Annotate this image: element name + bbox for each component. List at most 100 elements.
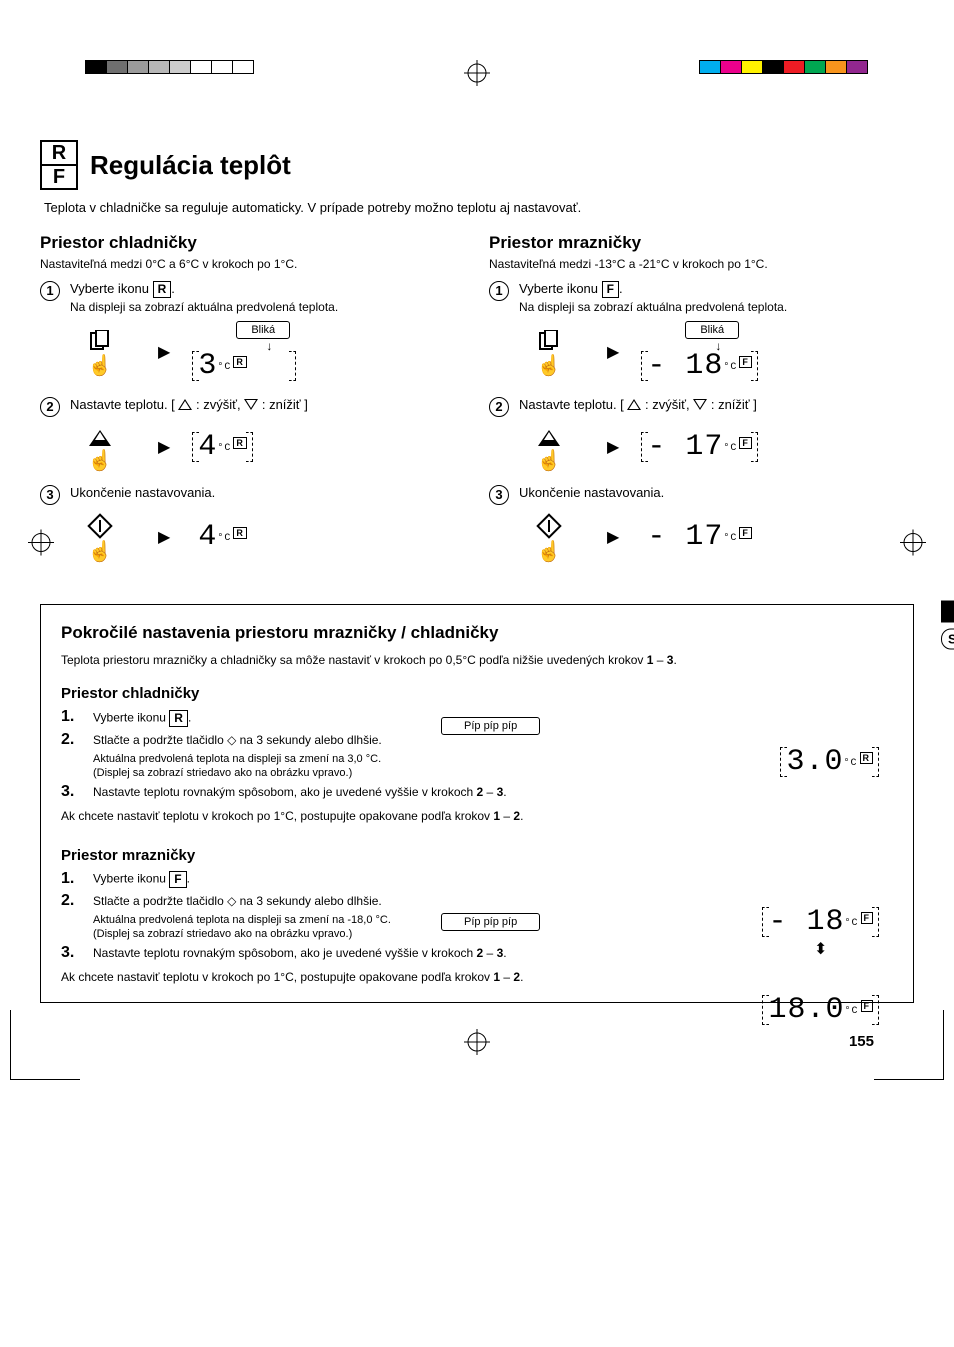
hand-press-icon: ☝ bbox=[70, 356, 130, 376]
step-subtext: Na displeji sa zobrazí aktuálna predvole… bbox=[70, 300, 465, 314]
adv-fridge-note2: (Displej sa zobrazí striedavo ako na obr… bbox=[93, 767, 893, 779]
advanced-freezer-display-2: 18.0°CF bbox=[768, 993, 873, 1027]
registration-cross-icon bbox=[900, 529, 926, 560]
triangle-up-icon bbox=[519, 423, 579, 449]
fridge-step2: Nastavte teplotu. [ : zvýšiť, : znížiť ] bbox=[70, 397, 465, 412]
hand-press-icon: ☝ bbox=[519, 356, 579, 376]
triangle-down-icon bbox=[693, 399, 707, 410]
updown-arrow-icon: ⬍ bbox=[768, 939, 873, 959]
step-number-icon: 1 bbox=[40, 281, 60, 301]
page-title: Regulácia teplôt bbox=[90, 150, 291, 181]
freezer-diagram-2: ☝ ▶ - 17°CF bbox=[519, 423, 914, 471]
freezer-step2: Nastavte teplotu. [ : zvýšiť, : znížiť ] bbox=[519, 397, 914, 412]
fridge-step3: Ukončenie nastavovania. bbox=[70, 485, 465, 500]
freezer-diagram-1: ☝ ▶ Bliká ↓ - 18°CF bbox=[519, 320, 914, 383]
step-text: . bbox=[171, 281, 175, 296]
fridge-heading: Priestor chladničky bbox=[40, 233, 465, 253]
triangle-up-icon bbox=[627, 399, 641, 410]
hand-press-icon: ☝ bbox=[70, 451, 130, 471]
blink-label: Bliká bbox=[236, 321, 290, 339]
crop-corner bbox=[874, 1010, 944, 1080]
display-value: - 17°CF bbox=[647, 430, 752, 464]
fridge-diagram-1: ☝ ▶ Bliká ↓ 3°CR bbox=[70, 320, 465, 383]
step-text: Vyberte ikonu bbox=[519, 281, 602, 296]
r-icon: R bbox=[169, 710, 188, 727]
list-number: 3. bbox=[61, 944, 83, 962]
advanced-heading: Pokročilé nastavenia priestoru mrazničky… bbox=[61, 623, 893, 643]
list-number: 1. bbox=[61, 870, 83, 888]
step-number-icon: 2 bbox=[40, 397, 60, 417]
ok-diamond-icon bbox=[519, 511, 579, 540]
registration-cross-icon bbox=[28, 529, 54, 560]
adv-fridge-step3: Nastavte teplotu rovnakým spôsobom, ako … bbox=[93, 785, 893, 799]
arrow-right-icon: ▶ bbox=[158, 342, 170, 362]
freezer-heading: Priestor mrazničky bbox=[489, 233, 914, 253]
hand-press-icon: ☝ bbox=[519, 542, 579, 562]
rf-badge: R F bbox=[40, 140, 78, 190]
step-number-icon: 3 bbox=[489, 485, 509, 505]
triangle-up-icon bbox=[178, 399, 192, 410]
language-label: SK bbox=[941, 629, 954, 650]
advanced-intro: Teplota priestoru mrazničky a chladničky… bbox=[61, 653, 893, 667]
display-value: - 18°CF bbox=[647, 349, 752, 383]
registration-cross-icon bbox=[464, 60, 490, 91]
r-icon: R bbox=[153, 281, 172, 298]
badge-f: F bbox=[42, 166, 76, 188]
arrow-right-icon: ▶ bbox=[607, 527, 619, 547]
advanced-fridge-display: 3.0°CR bbox=[786, 745, 873, 779]
step-text: . bbox=[619, 281, 623, 296]
badge-r: R bbox=[42, 142, 76, 166]
advanced-settings-box: Pokročilé nastavenia priestoru mrazničky… bbox=[40, 604, 914, 1003]
beep-label: Píp píp píp bbox=[441, 717, 540, 735]
blink-label: Bliká bbox=[685, 321, 739, 339]
select-icon bbox=[70, 327, 130, 354]
display-value: 4°CR bbox=[198, 430, 247, 464]
fridge-range: Nastaviteľná medzi 0°C a 6°C v krokoch p… bbox=[40, 257, 465, 271]
f-icon: F bbox=[169, 871, 186, 888]
section-header: R F Regulácia teplôt bbox=[40, 140, 914, 190]
arrow-right-icon: ▶ bbox=[158, 527, 170, 547]
triangle-up-icon bbox=[70, 423, 130, 449]
step-number-icon: 1 bbox=[489, 281, 509, 301]
freezer-step3: Ukončenie nastavovania. bbox=[519, 485, 914, 500]
list-number: 2. bbox=[61, 892, 83, 910]
ok-diamond-icon bbox=[70, 511, 130, 540]
advanced-freezer-display-1: - 18°CF ⬍ bbox=[768, 905, 873, 959]
triangle-down-icon bbox=[244, 399, 258, 410]
freezer-step1: Vyberte ikonu F. Na displeji sa zobrazí … bbox=[519, 281, 914, 314]
display-value: 3°CR bbox=[198, 349, 290, 383]
step-number-icon: 2 bbox=[489, 397, 509, 417]
advanced-freezer-heading: Priestor mrazničky bbox=[61, 847, 893, 864]
registration-cross-icon bbox=[464, 1029, 490, 1060]
intro-text: Teplota v chladničke sa reguluje automat… bbox=[44, 200, 914, 215]
fridge-diagram-3: ☝ ▶ 4°CR bbox=[70, 511, 465, 562]
select-icon bbox=[519, 327, 579, 354]
freezer-column: Priestor mrazničky Nastaviteľná medzi -1… bbox=[489, 233, 914, 576]
advanced-fridge-heading: Priestor chladničky bbox=[61, 685, 893, 702]
tab-marker bbox=[941, 601, 954, 623]
beep-label: Píp píp píp bbox=[441, 913, 540, 931]
language-tab: SK bbox=[941, 601, 954, 650]
step-subtext: Na displeji sa zobrazí aktuálna predvole… bbox=[519, 300, 914, 314]
step-text: Vyberte ikonu bbox=[70, 281, 153, 296]
adv-freezer-step1: Vyberte ikonu F. bbox=[93, 871, 893, 888]
display-value: 4°CR bbox=[198, 520, 247, 554]
list-number: 2. bbox=[61, 731, 83, 749]
list-number: 3. bbox=[61, 783, 83, 801]
crop-corner bbox=[10, 1010, 80, 1080]
adv-freezer-return: Ak chcete nastaviť teplotu v krokoch po … bbox=[61, 970, 893, 984]
freezer-range: Nastaviteľná medzi -13°C a -21°C v kroko… bbox=[489, 257, 914, 271]
fridge-step1: Vyberte ikonu R. Na displeji sa zobrazí … bbox=[70, 281, 465, 314]
f-icon: F bbox=[602, 281, 619, 298]
freezer-diagram-3: ☝ ▶ - 17°CF bbox=[519, 511, 914, 562]
adv-fridge-return: Ak chcete nastaviť teplotu v krokoch po … bbox=[61, 809, 893, 823]
display-value: - 17°CF bbox=[647, 520, 752, 554]
fridge-column: Priestor chladničky Nastaviteľná medzi 0… bbox=[40, 233, 465, 576]
fridge-diagram-2: ☝ ▶ 4°CR bbox=[70, 423, 465, 471]
list-number: 1. bbox=[61, 708, 83, 726]
hand-press-icon: ☝ bbox=[519, 451, 579, 471]
arrow-right-icon: ▶ bbox=[158, 437, 170, 457]
hand-press-icon: ☝ bbox=[70, 542, 130, 562]
arrow-right-icon: ▶ bbox=[607, 342, 619, 362]
arrow-right-icon: ▶ bbox=[607, 437, 619, 457]
